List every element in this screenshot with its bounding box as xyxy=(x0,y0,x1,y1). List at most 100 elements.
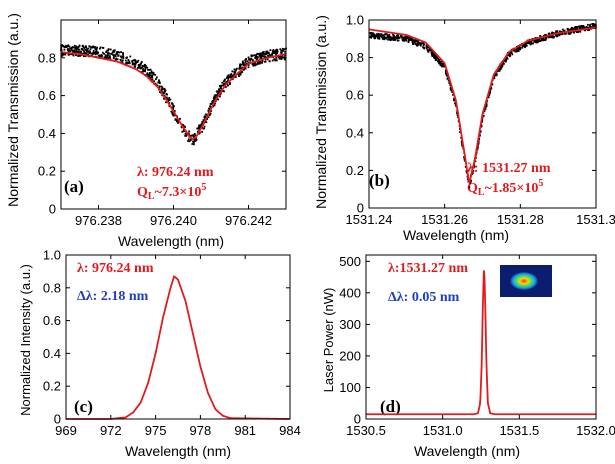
panel-a-data-point xyxy=(284,58,286,61)
panel-a-data-point xyxy=(219,84,222,87)
panel-b-data-point xyxy=(539,40,541,42)
panel-b-data-point xyxy=(403,38,406,41)
panel-a-data-point xyxy=(217,90,220,93)
panel-b-data-point xyxy=(519,48,522,50)
panel-c-xtick-label: 978 xyxy=(190,423,212,438)
panel-b-data-point xyxy=(485,104,488,107)
panel-b-data-point xyxy=(446,78,449,80)
panel-a-data-point xyxy=(189,139,192,141)
panel-b-xtick-label: 1531.28 xyxy=(497,212,544,227)
panel-a-data-point xyxy=(249,59,251,62)
panel-a-data-point xyxy=(225,86,227,88)
panel-b-ytick-label: 0.6 xyxy=(346,88,364,103)
panel-c-xtick-label: 975 xyxy=(145,423,167,438)
panel-a-data-point xyxy=(119,55,122,58)
panel-a-data-point xyxy=(134,61,137,63)
panel-b-data-point xyxy=(563,30,565,32)
panel-b-data-point xyxy=(526,42,529,44)
panel-b-data-point xyxy=(517,46,520,49)
panel-b-data-point xyxy=(558,30,561,33)
panel-b-data-point xyxy=(370,36,373,39)
panel-a-data-point xyxy=(222,90,224,92)
panel-b-data-point xyxy=(579,26,582,29)
panel-b-data-point xyxy=(582,25,585,27)
panel-b-data-point xyxy=(537,40,540,43)
panel-a-data-point xyxy=(252,54,255,57)
panel-a-data-point xyxy=(184,135,187,137)
panel-b-data-point xyxy=(517,47,520,50)
panel-b-data-point xyxy=(567,28,570,31)
panel-a-data-point xyxy=(71,53,74,56)
panel-b-data-point xyxy=(495,74,498,77)
panel-b-data-point xyxy=(422,46,424,49)
panel-a-data-point xyxy=(273,58,276,61)
panel-b-data-point xyxy=(510,52,513,54)
panel-b-data-point xyxy=(508,53,511,56)
panel-a-data-point xyxy=(137,59,140,62)
panel-a-xtick-label: 976.240 xyxy=(150,213,197,228)
panel-a-data-point xyxy=(193,133,196,135)
panel-a-data-point xyxy=(129,55,132,58)
panel-a-data-point xyxy=(207,116,210,119)
panel-a-data-point xyxy=(142,70,144,73)
panel-a-data-point xyxy=(146,72,149,75)
panel-a-data-point xyxy=(124,59,127,62)
panel-d-label: (d) xyxy=(380,397,401,416)
panel-a-data-point xyxy=(237,73,240,76)
panel-b-data-point xyxy=(449,84,452,86)
panel-a-data-point xyxy=(271,50,274,53)
panel-a-data-point xyxy=(67,48,70,50)
panel-a-data-point xyxy=(238,75,240,77)
panel-a-data-point xyxy=(247,64,250,66)
panel-b-data-point xyxy=(385,33,388,35)
panel-b-xtick-label: 1531.26 xyxy=(421,212,468,227)
panel-a-data-point xyxy=(118,51,121,54)
panel-a-data-point xyxy=(251,63,254,66)
panel-b-data-point xyxy=(425,46,428,48)
panel-b-data-point xyxy=(442,62,445,65)
panel-a-data-point xyxy=(279,48,282,51)
panel-a-data-point xyxy=(87,50,90,52)
panel-b-data-point xyxy=(405,38,408,41)
panel-a-data-point xyxy=(164,90,166,93)
panel-a-data-point xyxy=(255,63,258,66)
panel-b-data-point xyxy=(402,38,405,40)
panel-a-data-point xyxy=(149,76,151,79)
panel-a-data-point xyxy=(88,52,91,54)
panel-a-data-point xyxy=(91,53,94,56)
panel-d-annotation-linewidth: Δλ: 0.05 nm xyxy=(388,290,460,305)
panel-a-data-point xyxy=(149,72,151,74)
panel-a-data-point xyxy=(276,48,279,51)
panel-b-data-point xyxy=(538,39,540,41)
panel-a-data-point xyxy=(271,59,274,62)
panel-a-data-point xyxy=(161,86,164,89)
panel-a-data-point xyxy=(106,49,109,52)
panel-b-xlabel: Wavelength (nm) xyxy=(403,227,509,243)
panel-b-data-point xyxy=(419,43,422,46)
panel-a-data-point xyxy=(239,72,241,75)
panel-a-data-point xyxy=(140,67,142,69)
panel-a-data-point xyxy=(63,48,66,51)
panel-b-data-point xyxy=(568,31,570,34)
panel-a-data-point xyxy=(244,61,247,64)
panel-a-data-point xyxy=(76,50,79,53)
panel-b-data-point xyxy=(416,40,418,43)
panel-a-data-point xyxy=(264,58,267,61)
panel-b-data-point xyxy=(497,70,500,72)
panel-a-data-point xyxy=(216,90,218,93)
panel-a-data-point xyxy=(188,130,191,133)
panel-a-data-point xyxy=(240,63,243,66)
panel-a-data-point xyxy=(84,52,87,54)
panel-c-ytick-label: 0.8 xyxy=(43,280,61,295)
panel-a-data-point xyxy=(151,72,153,74)
panel-a-data-point xyxy=(92,50,95,52)
panel-a-data-point xyxy=(280,51,283,54)
panel-a-data-point xyxy=(262,52,265,55)
panel-a-data-point xyxy=(75,54,77,56)
panel-a-data-point xyxy=(143,65,146,68)
panel-b-data-point xyxy=(396,34,398,37)
panel-a-data-point xyxy=(246,62,248,65)
panel-a-data-point xyxy=(220,86,222,88)
panel-d-xtick-label: 1531.0 xyxy=(423,423,463,438)
panel-a-data-point xyxy=(250,55,253,58)
